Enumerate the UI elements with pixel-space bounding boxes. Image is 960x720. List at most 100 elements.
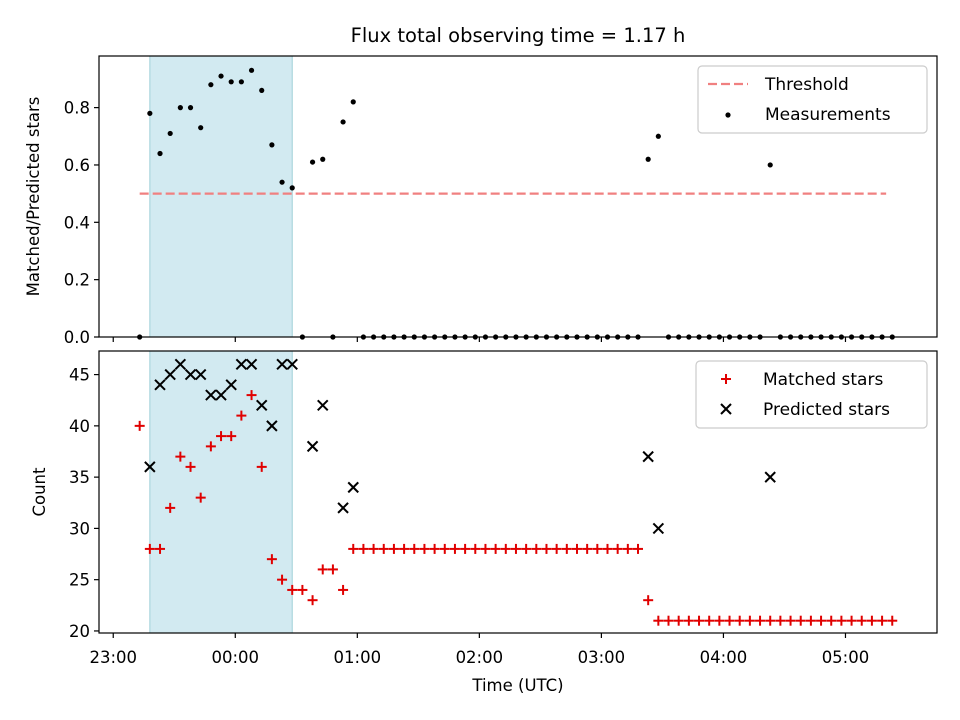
y-tick-label: 20 — [69, 622, 90, 641]
predicted-star-point — [245, 358, 258, 371]
matched-star-point — [531, 543, 542, 554]
measurement-point — [309, 159, 316, 165]
measurement-point — [645, 156, 651, 162]
matched-star-point — [643, 595, 654, 606]
matched-star-point — [816, 615, 827, 626]
ratio-x-ticks — [112, 337, 847, 342]
matched-star-point — [134, 420, 145, 431]
legend-predicted-swatch — [720, 403, 732, 415]
matched-star-point — [287, 584, 298, 595]
measurement-point — [259, 87, 265, 94]
matched-star-point — [144, 543, 155, 554]
predicted-star-point — [317, 399, 329, 412]
predicted-star-point — [174, 358, 187, 371]
matched-star-point — [602, 543, 613, 554]
matched-star-point — [429, 543, 440, 554]
predicted-star-point — [164, 368, 176, 381]
matched-star-point — [368, 543, 379, 554]
matched-star-point — [266, 554, 277, 565]
matched-star-point — [185, 461, 196, 472]
x-tick-label: 23:00 — [89, 648, 137, 667]
legend-threshold-label: Threshold — [764, 75, 849, 95]
measurement-point — [289, 185, 295, 191]
predicted-star-point — [235, 358, 248, 371]
count-legend-box — [695, 360, 928, 429]
measurement-point — [269, 142, 275, 148]
measurement-point — [198, 125, 204, 131]
x-tick-label: 01:00 — [334, 648, 382, 667]
predicted-star-point — [144, 461, 156, 473]
matched-star-point — [785, 615, 796, 626]
matched-star-point — [887, 615, 898, 626]
matched-star-point — [521, 543, 532, 554]
x-axis-label: Time (UTC) — [471, 676, 563, 695]
matched-star-point — [500, 543, 511, 554]
predicted-star-point — [276, 358, 288, 371]
matched-star-point — [236, 410, 247, 421]
predicted-star-point — [184, 368, 197, 381]
matched-star-point — [612, 543, 623, 554]
y-tick-label: 30 — [69, 519, 90, 538]
matched-star-point — [226, 431, 237, 442]
legend-measurements-swatch — [725, 112, 731, 118]
matched-star-point — [256, 461, 267, 472]
measurement-point — [218, 73, 224, 79]
predicted-marker — [720, 403, 732, 415]
matched-star-point — [836, 615, 847, 626]
matched-star-point — [846, 615, 857, 626]
measurement-point — [228, 79, 234, 85]
x-tick-label: 00:00 — [211, 648, 259, 667]
y-tick-label: 0.2 — [64, 271, 90, 290]
matched-star-point — [165, 502, 176, 513]
matched-star-point — [734, 615, 745, 626]
chart-title: Flux total observing time = 1.17 h — [351, 24, 686, 47]
matched-star-point — [744, 615, 755, 626]
observing-window-shade — [149, 55, 293, 338]
predicted-star-points — [144, 358, 776, 535]
matched-star-point — [571, 543, 582, 554]
predicted-star-point — [306, 440, 319, 453]
x-tick-label: 02:00 — [456, 648, 504, 667]
predicted-star-point — [652, 522, 665, 535]
matched-star-point — [805, 615, 816, 626]
ratio-y-axis: 0.0 0.2 0.4 0.6 0.8 — [64, 99, 99, 347]
x-tick-label: 03:00 — [578, 648, 626, 667]
count-panel: 20 25 30 35 40 45 23:00 00:00 01:00 02:00 03:00 04… — [30, 350, 938, 695]
count-x-axis: 23:00 00:00 01:00 02:00 03:00 04:00 05:00 — [89, 633, 869, 667]
measurement-point — [177, 105, 183, 111]
matched-star-point — [348, 543, 359, 554]
predicted-star-point — [194, 368, 207, 381]
predicted-star-point — [215, 389, 227, 401]
measurement-point — [279, 179, 285, 185]
matched-star-point — [765, 615, 776, 626]
legend-matched-swatch — [721, 374, 731, 384]
matched-star-point — [409, 543, 420, 554]
legend-predicted-label: Predicted stars — [763, 400, 890, 420]
y-tick-label: 25 — [69, 571, 90, 590]
y-tick-label: 0.6 — [64, 156, 90, 175]
matched-star-point — [216, 431, 227, 442]
y-tick-label: 35 — [69, 468, 90, 487]
matched-star-point — [378, 543, 389, 554]
ratio-legend-box — [697, 65, 928, 134]
predicted-star-point — [266, 420, 278, 432]
matched-star-point — [419, 543, 430, 554]
measurement-point — [320, 156, 326, 162]
predicted-star-point — [205, 389, 217, 401]
matched-star-point — [704, 615, 715, 626]
predicted-star-point — [764, 471, 776, 483]
count-y-axis-label: Count — [30, 467, 49, 517]
y-tick-label: 0.0 — [64, 328, 90, 347]
predicted-star-point — [337, 502, 349, 514]
y-tick-label: 0.4 — [64, 213, 90, 232]
ratio-panel: 0.00.20.40.60.8 Matched/Predicted stars … — [24, 55, 938, 347]
matched-marker — [721, 374, 731, 384]
matched-star-point — [856, 615, 867, 626]
matched-star-point — [795, 615, 806, 626]
y-tick-label: 0.8 — [64, 99, 90, 118]
count-legend: Matched stars Predicted stars — [695, 360, 928, 429]
matched-star-point — [866, 615, 877, 626]
count-y-axis: 20 25 30 35 40 45 — [69, 366, 99, 641]
matched-star-point — [551, 543, 562, 554]
matched-star-point — [246, 390, 257, 401]
